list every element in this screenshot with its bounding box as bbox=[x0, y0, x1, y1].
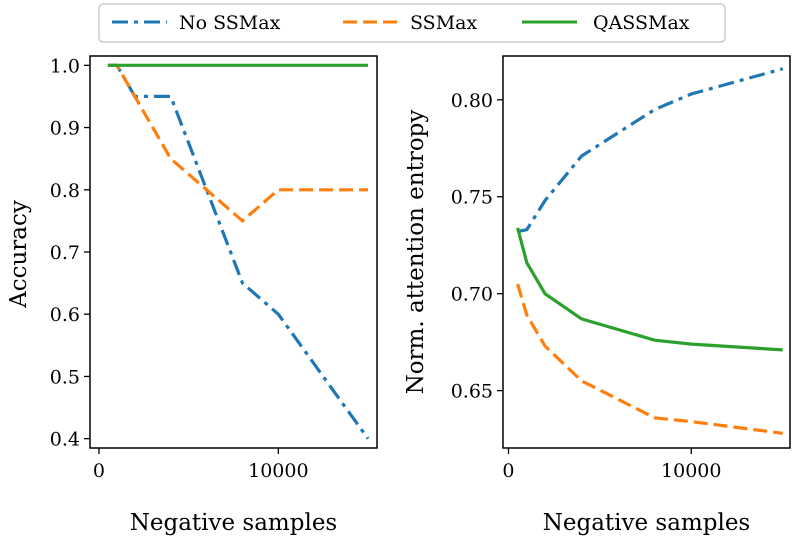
entropy-series-no-ssmax bbox=[517, 67, 784, 234]
entropy-xtick-label: 0 bbox=[502, 460, 514, 482]
accuracy-panel: 0.4 0.5 0.6 0.7 0.8 0.9 1.0 0 10000 Negative samp… bbox=[6, 55, 378, 536]
accuracy-ytick-label: 0.8 bbox=[50, 180, 80, 202]
entropy-series-qassmax bbox=[516, 227, 783, 352]
entropy-ytick-label: 0.70 bbox=[451, 284, 493, 306]
accuracy-ytick-label: 0.9 bbox=[50, 118, 80, 140]
accuracy-ytick-label: 1.0 bbox=[50, 55, 80, 77]
entropy-xtick-label: 10000 bbox=[661, 460, 721, 482]
entropy-axes-frame bbox=[502, 55, 791, 449]
entropy-ytick-label: 0.80 bbox=[451, 90, 493, 112]
entropy-ylabel: Norm. attention entropy bbox=[403, 110, 429, 395]
entropy-series-ssmax bbox=[516, 283, 783, 435]
accuracy-ytick-label: 0.7 bbox=[50, 242, 80, 264]
legend-frame bbox=[98, 3, 726, 43]
entropy-ytick-label: 0.65 bbox=[451, 381, 493, 403]
accuracy-xtick-label: 10000 bbox=[248, 460, 308, 482]
accuracy-series-no-ssmax bbox=[107, 63, 370, 440]
accuracy-ytick-label: 0.6 bbox=[50, 304, 80, 326]
accuracy-ytick-label: 0.5 bbox=[50, 366, 80, 388]
accuracy-series-ssmax bbox=[107, 63, 368, 224]
legend-label-qassmax: QASSMax bbox=[593, 12, 690, 34]
legend-label-no-ssmax: No SSMax bbox=[179, 12, 281, 34]
accuracy-ylabel: Accuracy bbox=[6, 200, 32, 309]
accuracy-xtick-label: 0 bbox=[93, 460, 105, 482]
entropy-panel: 0.65 0.70 0.75 0.80 0 10000 Negative samples No… bbox=[403, 55, 791, 536]
legend: No SSMax SSMax QASSMax bbox=[98, 3, 726, 43]
legend-label-ssmax: SSMax bbox=[410, 12, 477, 34]
accuracy-xlabel: Negative samples bbox=[130, 510, 338, 536]
entropy-xlabel: Negative samples bbox=[543, 510, 751, 536]
entropy-ytick-label: 0.75 bbox=[451, 187, 493, 209]
accuracy-ytick-label: 0.4 bbox=[50, 429, 80, 451]
